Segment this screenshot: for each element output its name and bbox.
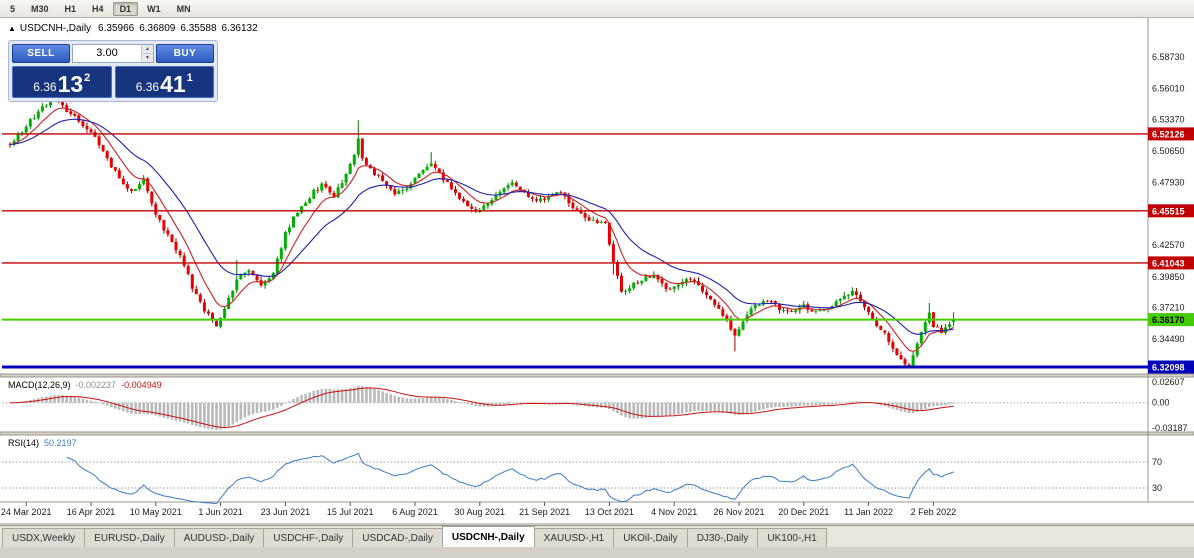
date-label: 13 Oct 2021 bbox=[585, 507, 634, 517]
date-label: 10 May 2021 bbox=[130, 507, 182, 517]
macd-main-value: -0.002237 bbox=[75, 380, 117, 390]
horizontal-level-lines[interactable] bbox=[2, 133, 1148, 369]
macd-name: MACD(12,26,9) bbox=[8, 380, 71, 390]
chart-tab-usdcad-daily[interactable]: USDCAD-,Daily bbox=[352, 528, 443, 547]
ohlc-open: 6.35966 bbox=[98, 23, 135, 34]
chart-tab-dj30-daily[interactable]: DJ30-,Daily bbox=[686, 528, 759, 547]
chart-tab-eurusd-daily[interactable]: EURUSD-,Daily bbox=[84, 528, 175, 547]
chart-tab-bar: USDX,Weekly EURUSD-,Daily AUDUSD-,Daily USD… bbox=[0, 525, 1194, 547]
price-level-badge-label: 6.52126 bbox=[1152, 129, 1185, 139]
one-click-controls-row: SELL 3.00 ▲ ▼ BUY bbox=[12, 44, 214, 63]
date-label: 30 Aug 2021 bbox=[455, 507, 506, 517]
price-level-badge bbox=[1148, 127, 1194, 141]
ask-price-display[interactable]: 6.36 41 1 bbox=[114, 66, 214, 98]
macd-axis-label: 0.00 bbox=[1152, 398, 1170, 408]
price-axis[interactable]: 6.58730 6.56010 6.53370 6.50650 6.47930 6.425… bbox=[1148, 52, 1194, 493]
date-label: 11 Jan 2022 bbox=[844, 507, 893, 517]
panel-splitter[interactable] bbox=[0, 373, 1194, 378]
ask-price-pips: 41 bbox=[160, 71, 186, 97]
date-label: 26 Nov 2021 bbox=[713, 507, 764, 517]
macd-indicator[interactable] bbox=[2, 385, 1148, 430]
chart-tab-audusd-daily[interactable]: AUDUSD-,Daily bbox=[173, 528, 265, 547]
ohlc-low: 6.35588 bbox=[180, 23, 217, 34]
chart-title: ▲ USDCNH-,Daily 6.35966 6.36809 6.35588 6.361… bbox=[8, 23, 263, 34]
date-label: 15 Jul 2021 bbox=[327, 507, 374, 517]
date-label: 1 Jun 2021 bbox=[198, 507, 243, 517]
panel-splitter[interactable] bbox=[0, 431, 1194, 436]
one-click-collapse-icon[interactable]: ▲ bbox=[8, 24, 16, 33]
price-axis-label: 6.53370 bbox=[1152, 114, 1185, 124]
macd-axis-label: 0.02607 bbox=[1152, 377, 1185, 387]
price-axis-label: 6.42570 bbox=[1152, 240, 1185, 250]
buy-button[interactable]: BUY bbox=[156, 44, 214, 63]
price-level-badge-label: 6.32098 bbox=[1152, 363, 1185, 373]
volume-input[interactable]: 3.00 ▲ ▼ bbox=[72, 44, 154, 63]
ohlc-close: 6.36132 bbox=[221, 23, 258, 34]
macd-signal-value: -0.004949 bbox=[121, 380, 162, 390]
time-axis[interactable]: 24 Mar 2021 16 Apr 2021 10 May 2021 1 Jun 2… bbox=[1, 502, 956, 517]
sell-button[interactable]: SELL bbox=[12, 44, 70, 63]
price-level-badge bbox=[1148, 360, 1194, 374]
bid-price-point: 2 bbox=[84, 72, 91, 84]
chart-symbol-period: USDCNH-,Daily bbox=[19, 23, 92, 34]
ask-price-integer: 6.36 bbox=[135, 80, 160, 94]
one-click-prices-row: 6.36 13 2 6.36 41 1 bbox=[12, 66, 214, 98]
date-label: 16 Apr 2021 bbox=[67, 507, 116, 517]
price-axis-label: 6.34490 bbox=[1152, 334, 1185, 344]
date-label: 20 Dec 2021 bbox=[778, 507, 829, 517]
one-click-trading-panel: SELL 3.00 ▲ ▼ BUY 6.36 13 2 6.36 41 1 bbox=[8, 40, 218, 102]
chart-tab-uk100-h1[interactable]: UK100-,H1 bbox=[757, 528, 827, 547]
rsi-axis-label: 70 bbox=[1152, 457, 1162, 467]
bid-price-integer: 6.36 bbox=[33, 80, 57, 94]
volume-value: 3.00 bbox=[96, 47, 118, 59]
timeframe-button-mn[interactable]: MN bbox=[170, 2, 198, 16]
date-label: 24 Mar 2021 bbox=[1, 507, 52, 517]
price-axis-label: 6.39850 bbox=[1152, 272, 1185, 282]
rsi-axis-label: 30 bbox=[1152, 483, 1162, 493]
ask-price-point: 1 bbox=[186, 72, 193, 84]
date-label: 21 Sep 2021 bbox=[519, 507, 570, 517]
price-axis-label: 6.37210 bbox=[1152, 303, 1185, 313]
rsi-name: RSI(14) bbox=[8, 438, 40, 448]
price-level-badge bbox=[1148, 313, 1194, 327]
price-level-badge-label: 6.45515 bbox=[1152, 206, 1185, 216]
price-level-badge-label: 6.36170 bbox=[1152, 315, 1185, 325]
price-axis-label: 6.47930 bbox=[1152, 178, 1185, 188]
rsi-value: 50.2197 bbox=[44, 438, 77, 448]
price-level-badge bbox=[1148, 256, 1194, 270]
chart-tab-usdcnh-daily[interactable]: USDCNH-,Daily bbox=[441, 526, 535, 547]
timeframe-toolbar: 5 M30 H1 H4 D1 W1 MN bbox=[0, 0, 1194, 18]
rsi-label: RSI(14) 50.2197 bbox=[8, 438, 77, 448]
timeframe-button-d1[interactable]: D1 bbox=[112, 1, 139, 16]
volume-up-icon[interactable]: ▲ bbox=[142, 45, 153, 54]
timeframe-button-h1[interactable]: H1 bbox=[58, 2, 84, 16]
timeframe-button-m30[interactable]: M30 bbox=[24, 2, 56, 16]
timeframe-button-w1[interactable]: W1 bbox=[140, 2, 168, 16]
timeframe-button-5[interactable]: 5 bbox=[3, 2, 22, 16]
ohlc-high: 6.36809 bbox=[139, 23, 176, 34]
price-axis-label: 6.50650 bbox=[1152, 146, 1185, 156]
date-label: 6 Aug 2021 bbox=[392, 507, 438, 517]
macd-axis-label: -0.03187 bbox=[1152, 423, 1188, 433]
rsi-indicator[interactable] bbox=[2, 452, 1148, 505]
chart-tab-xauusd-h1[interactable]: XAUUSD-,H1 bbox=[533, 528, 615, 547]
date-label: 4 Nov 2021 bbox=[651, 507, 697, 517]
volume-down-icon[interactable]: ▼ bbox=[142, 54, 153, 62]
chart-tab-usdx-weekly[interactable]: USDX,Weekly bbox=[2, 528, 86, 547]
price-axis-label: 6.56010 bbox=[1152, 84, 1185, 94]
timeframe-button-h4[interactable]: H4 bbox=[85, 2, 111, 16]
price-level-badge-label: 6.41043 bbox=[1152, 258, 1185, 268]
date-label: 23 Jun 2021 bbox=[261, 507, 311, 517]
volume-spinner: ▲ ▼ bbox=[141, 45, 153, 62]
price-axis-label: 6.58730 bbox=[1152, 52, 1185, 62]
chart-tab-usdchf-daily[interactable]: USDCHF-,Daily bbox=[263, 528, 354, 547]
macd-label: MACD(12,26,9) -0.002237 -0.004949 bbox=[8, 380, 162, 390]
chart-tab-ukoil-daily[interactable]: UKOil-,Daily bbox=[613, 528, 688, 547]
date-label: 2 Feb 2022 bbox=[911, 507, 957, 517]
bid-price-display[interactable]: 6.36 13 2 bbox=[12, 66, 112, 98]
price-level-badge bbox=[1148, 204, 1194, 218]
bid-price-pips: 13 bbox=[57, 71, 84, 97]
